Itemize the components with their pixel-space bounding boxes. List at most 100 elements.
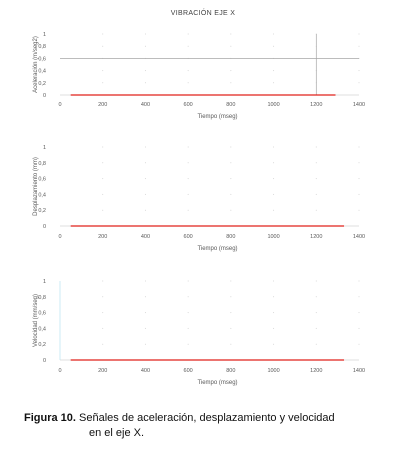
grid-dot <box>230 45 232 47</box>
figure: VIBRACIÓN EJE X 0 0,2 0,4 0,6 0,8 1 0 200 400 600… <box>33 8 365 386</box>
grid-dot <box>358 162 360 164</box>
grid-dot <box>315 343 317 345</box>
grid-dot <box>187 70 189 72</box>
x-tick-label: 200 <box>98 234 107 240</box>
y-tick-label: 1 <box>43 32 46 38</box>
grid-dot <box>230 70 232 72</box>
grid-dot <box>144 312 146 314</box>
grid-dot <box>273 327 275 329</box>
y-tick-label: 0,6 <box>38 311 46 317</box>
grid-dot <box>358 70 360 72</box>
grid-dot <box>187 146 189 148</box>
grid-dot <box>187 327 189 329</box>
grid-dot <box>187 33 189 35</box>
grid-dot <box>230 193 232 195</box>
grid-dot <box>273 280 275 282</box>
grid-dot <box>273 82 275 84</box>
y-tick-label: 0,6 <box>38 56 46 62</box>
y-tick-label: 1 <box>43 279 46 285</box>
grid-dot <box>144 33 146 35</box>
x-tick-label: 1400 <box>353 102 365 108</box>
grid-dot <box>230 162 232 164</box>
grid-dot <box>144 82 146 84</box>
y-axis-title: Velocidad (mm/seg) <box>33 294 39 347</box>
grid-dot <box>187 280 189 282</box>
grid-dot <box>315 209 317 211</box>
grid-dot <box>315 296 317 298</box>
displacement-chart: 0 0,2 0,4 0,6 0,8 1 0 200 400 600 800 1000 1200 1400 T… <box>33 145 365 252</box>
grid-dot <box>144 193 146 195</box>
grid-dot <box>230 296 232 298</box>
grid-dot <box>230 280 232 282</box>
grid-dot <box>358 45 360 47</box>
grid-dot <box>230 343 232 345</box>
x-tick-label: 400 <box>141 102 150 108</box>
grid-dot <box>102 178 104 180</box>
grid-dot <box>358 82 360 84</box>
x-tick-label: 600 <box>184 368 193 374</box>
grid-dot <box>358 146 360 148</box>
grid-dot <box>315 312 317 314</box>
grid-dot <box>187 45 189 47</box>
x-tick-label: 800 <box>226 368 235 374</box>
grid-dot <box>102 296 104 298</box>
x-tick-label: 800 <box>226 102 235 108</box>
acceleration-chart: 0 0,2 0,4 0,6 0,8 1 0 200 400 600 800 1000 1200 1400 T… <box>33 32 365 120</box>
y-axis-title: Desplazamiento (mm) <box>33 157 39 216</box>
grid-dot <box>315 178 317 180</box>
grid-dot <box>102 280 104 282</box>
grid-dot <box>144 162 146 164</box>
grid-dot <box>273 146 275 148</box>
grid-dot <box>273 209 275 211</box>
grid-dot <box>144 70 146 72</box>
y-axis-title: Aceleración (m/seg2) <box>33 36 39 93</box>
caption-text-line1: Señales de aceleración, desplazamiento y… <box>75 412 335 424</box>
grid-dot <box>315 280 317 282</box>
grid-dot <box>102 146 104 148</box>
grid-dot <box>102 33 104 35</box>
grid-dot <box>273 162 275 164</box>
x-tick-label: 0 <box>58 234 61 240</box>
x-tick-label: 400 <box>141 234 150 240</box>
grid-dot <box>358 193 360 195</box>
grid-dot <box>230 33 232 35</box>
x-axis-title: Tiempo (mseg) <box>197 246 237 252</box>
x-tick-label: 800 <box>226 234 235 240</box>
grid-dot <box>102 162 104 164</box>
grid-dot <box>230 146 232 148</box>
x-tick-label: 1400 <box>353 234 365 240</box>
grid-dot <box>102 327 104 329</box>
grid-dot <box>102 82 104 84</box>
x-tick-label: 1000 <box>267 234 279 240</box>
grid-dot <box>315 162 317 164</box>
y-tick-label: 0,2 <box>38 342 46 348</box>
y-tick-label: 0,8 <box>38 295 46 301</box>
grid-dot <box>144 280 146 282</box>
y-tick-label: 1 <box>43 145 46 151</box>
grid-dot <box>273 178 275 180</box>
x-tick-label: 600 <box>184 102 193 108</box>
grid-dot <box>315 193 317 195</box>
grid-dot <box>187 82 189 84</box>
x-tick-label: 1200 <box>310 102 322 108</box>
caption-label: Figura 10. <box>24 412 76 424</box>
grid-dot <box>273 70 275 72</box>
grid-dot <box>358 209 360 211</box>
x-tick-label: 0 <box>58 368 61 374</box>
grid-dot <box>144 178 146 180</box>
y-tick-label: 0,4 <box>38 69 46 75</box>
grid-dot <box>315 146 317 148</box>
grid-dot <box>144 45 146 47</box>
x-tick-label: 1000 <box>267 102 279 108</box>
grid-dot <box>358 178 360 180</box>
grid-dot <box>230 178 232 180</box>
x-tick-label: 1200 <box>310 234 322 240</box>
grid-dot <box>187 312 189 314</box>
x-tick-label: 400 <box>141 368 150 374</box>
x-tick-label: 200 <box>98 368 107 374</box>
grid-dot <box>358 343 360 345</box>
grid-dot <box>102 343 104 345</box>
x-tick-label: 1400 <box>353 368 365 374</box>
y-tick-label: 0,2 <box>38 81 46 87</box>
x-axis-title: Tiempo (mseg) <box>197 380 237 386</box>
